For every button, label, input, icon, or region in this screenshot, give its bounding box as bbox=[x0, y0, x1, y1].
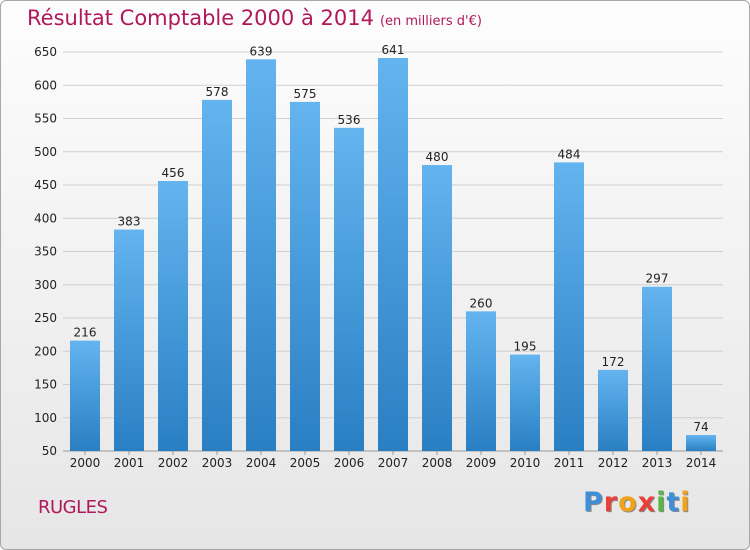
bar-value-label: 536 bbox=[338, 113, 361, 127]
bar bbox=[554, 162, 584, 451]
logo-letter: o bbox=[618, 487, 638, 518]
x-tick-label: 2001 bbox=[114, 456, 145, 470]
bar-value-label: 639 bbox=[250, 44, 273, 58]
y-tick-label: 400 bbox=[34, 211, 57, 225]
bar bbox=[158, 181, 188, 451]
x-axis: 2000 2001 2002 2003 2004 2005 2006 2007 2008 2009… bbox=[70, 451, 717, 470]
y-tick-label: 550 bbox=[34, 112, 57, 126]
bar bbox=[378, 57, 408, 452]
y-tick-label: 300 bbox=[34, 278, 57, 292]
bar-value-label: 297 bbox=[646, 272, 669, 286]
logo-letter: r bbox=[603, 487, 619, 518]
x-tick-label: 2009 bbox=[466, 456, 497, 470]
bar-value-label: 575 bbox=[294, 87, 317, 101]
bar bbox=[598, 369, 628, 451]
x-tick-label: 2012 bbox=[598, 456, 629, 470]
logo-letter: P bbox=[583, 487, 604, 518]
logo-letter: x bbox=[637, 487, 657, 518]
x-tick-label: 2011 bbox=[554, 456, 585, 470]
bar bbox=[114, 229, 144, 451]
bar-value-label: 641 bbox=[382, 43, 405, 57]
y-tick-label: 450 bbox=[34, 178, 57, 192]
x-tick-label: 2014 bbox=[686, 456, 717, 470]
x-tick-label: 2003 bbox=[202, 456, 233, 470]
bar-value-label: 172 bbox=[602, 355, 625, 369]
y-tick-label: 100 bbox=[34, 411, 57, 425]
x-tick-label: 2007 bbox=[378, 456, 409, 470]
x-tick-label: 2002 bbox=[158, 456, 189, 470]
commune-name: RUGLES bbox=[38, 497, 108, 518]
x-tick-label: 2004 bbox=[246, 456, 277, 470]
logo-letter: i bbox=[656, 487, 667, 518]
title-text: Résultat Comptable 2000 à 2014 bbox=[27, 6, 374, 30]
bar bbox=[246, 59, 276, 451]
x-tick-label: 2008 bbox=[422, 456, 453, 470]
logo-letter: i bbox=[680, 487, 691, 518]
x-tick-label: 2005 bbox=[290, 456, 321, 470]
y-tick-label: 250 bbox=[34, 311, 57, 325]
y-tick-label: 600 bbox=[34, 78, 57, 92]
bar bbox=[202, 99, 232, 451]
bar-value-label: 578 bbox=[206, 85, 229, 99]
bar-value-label: 195 bbox=[514, 340, 537, 354]
bar bbox=[334, 127, 364, 451]
bar-value-label: 484 bbox=[558, 147, 581, 161]
bar bbox=[70, 340, 100, 451]
bar-value-label: 260 bbox=[470, 296, 493, 310]
y-tick-label: 650 bbox=[34, 45, 57, 59]
y-tick-label: 350 bbox=[34, 245, 57, 259]
x-tick-label: 2006 bbox=[334, 456, 365, 470]
y-tick-label: 50 bbox=[42, 444, 57, 458]
y-tick-label: 150 bbox=[34, 378, 57, 392]
y-tick-label: 500 bbox=[34, 145, 57, 159]
y-tick-label: 200 bbox=[34, 344, 57, 358]
proxiti-logo: Proxiti bbox=[583, 487, 691, 518]
bar bbox=[686, 435, 716, 451]
x-tick-label: 2010 bbox=[510, 456, 541, 470]
bar-value-label: 74 bbox=[693, 420, 708, 434]
y-axis: 50 100 150 200 250 300 350 400 450 500 550 600 650 bbox=[34, 45, 57, 458]
bar bbox=[642, 286, 672, 451]
bar-value-label: 216 bbox=[74, 326, 97, 340]
bar bbox=[510, 354, 540, 451]
bar-value-label: 383 bbox=[118, 215, 141, 229]
bar bbox=[422, 165, 452, 452]
chart-title: Résultat Comptable 2000 à 2014 (en millie… bbox=[27, 6, 482, 30]
bar-value-label: 480 bbox=[426, 150, 449, 164]
logo-letter: t bbox=[666, 487, 681, 518]
x-tick-label: 2000 bbox=[70, 456, 101, 470]
title-unit: (en milliers d'€) bbox=[379, 14, 482, 29]
bars: 216 383 456 578 639 575 536 641 480 260 195 484 172 2… bbox=[70, 43, 716, 452]
bar bbox=[466, 311, 496, 451]
x-tick-label: 2013 bbox=[642, 456, 673, 470]
bar-value-label: 456 bbox=[162, 166, 185, 180]
bar bbox=[290, 101, 320, 451]
